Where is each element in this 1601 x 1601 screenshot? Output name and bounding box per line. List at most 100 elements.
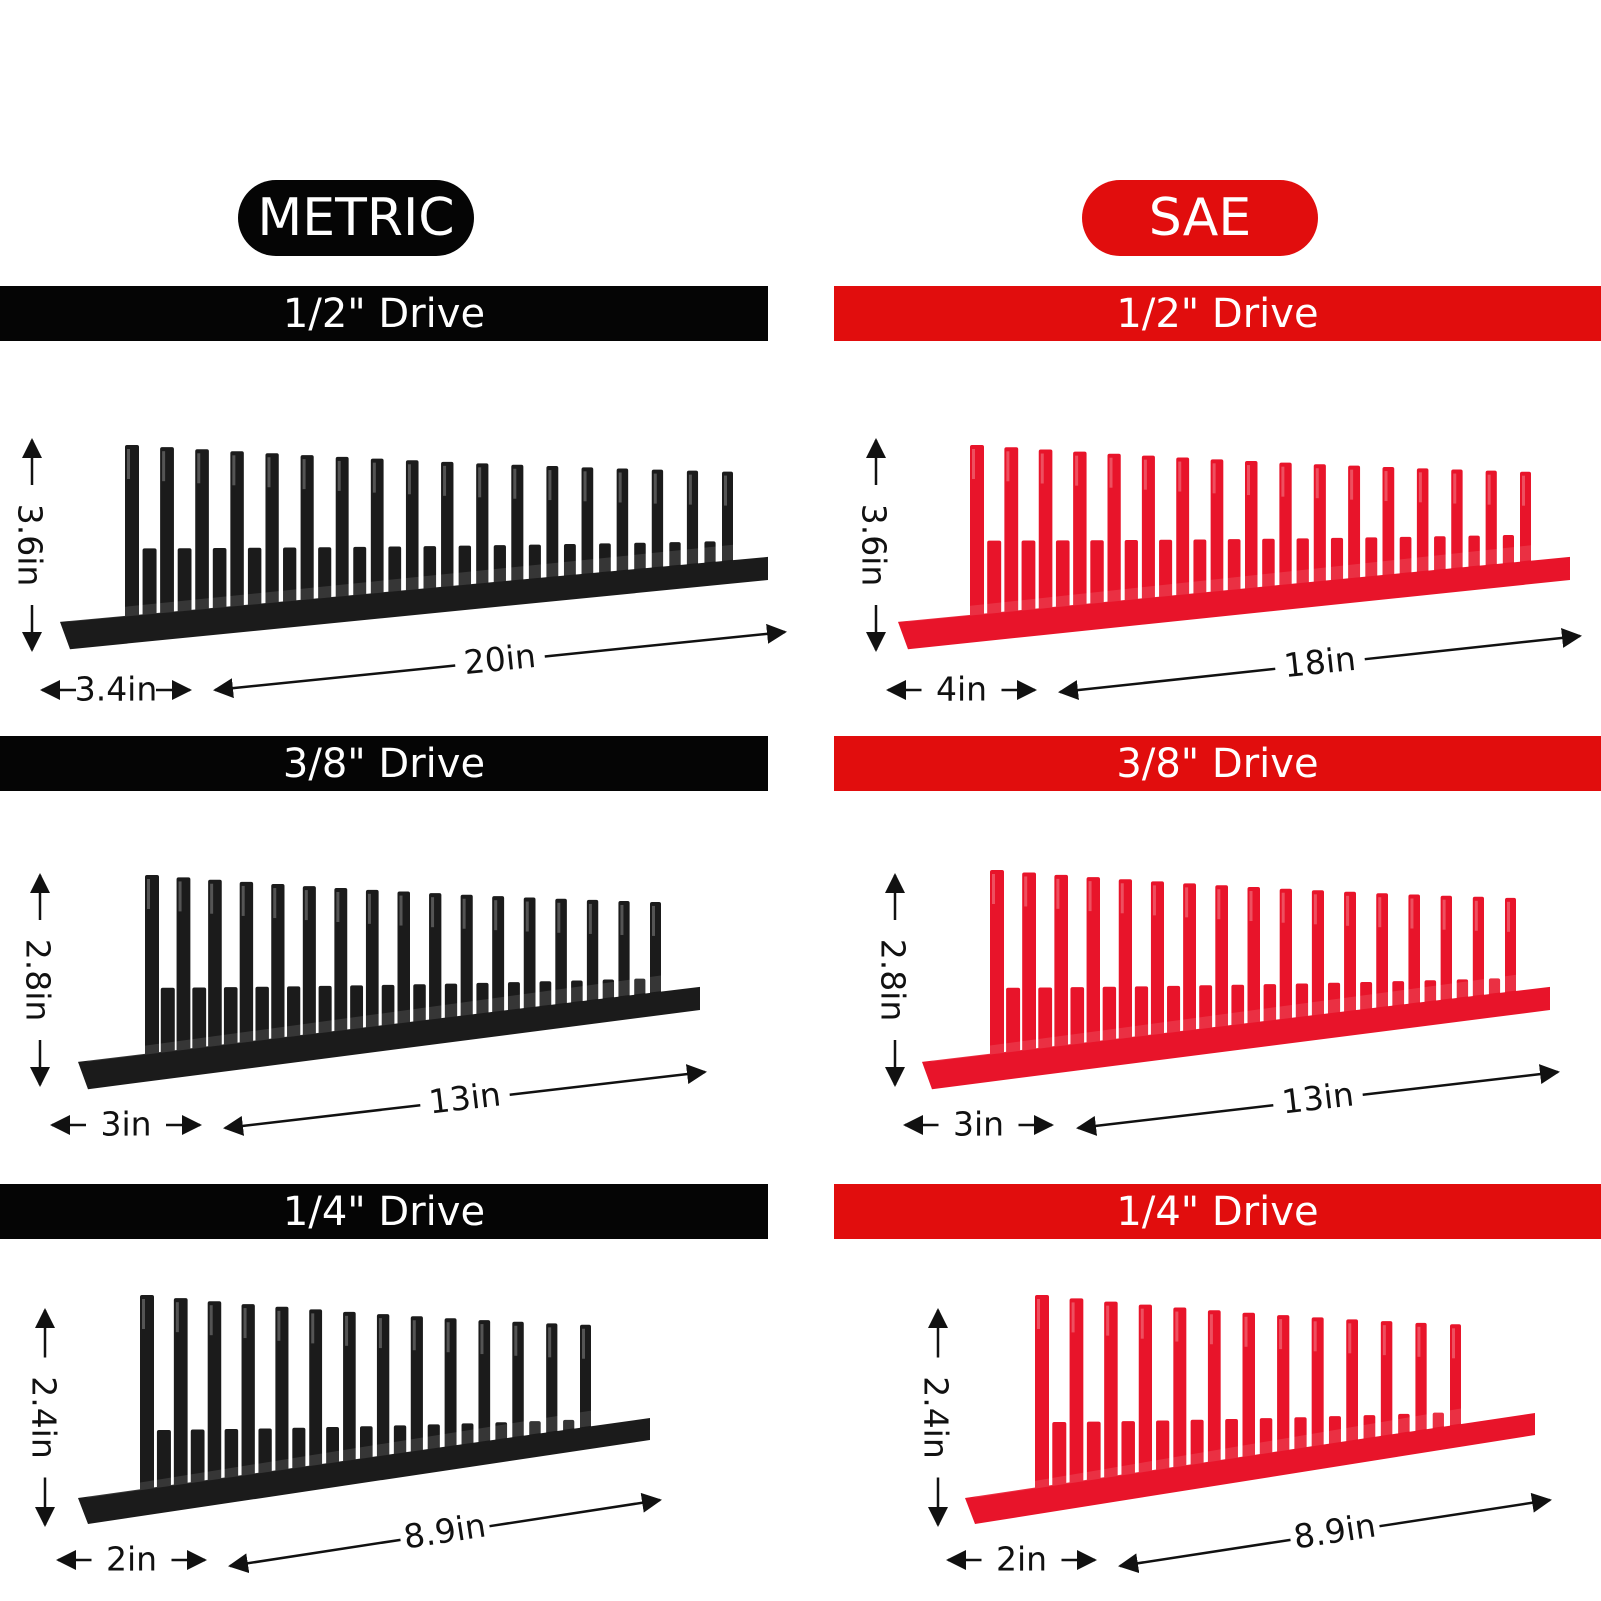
rack-peg: [176, 877, 191, 1066]
rack-peg: [1022, 872, 1036, 1066]
rack-peg: [142, 548, 157, 634]
metric-section-title: 3/8" Drive: [282, 740, 486, 787]
width-dimension-label: 4in: [936, 670, 987, 709]
length-dimension-label: 13in: [1280, 1074, 1356, 1121]
rack-peg: [970, 445, 984, 631]
rack-peg: [1279, 888, 1292, 1035]
sae-dimensions: 2.8in 3in 13in: [874, 873, 1560, 1144]
rack-peg: [492, 896, 505, 1028]
width-dimension-label: 3in: [100, 1105, 151, 1144]
rack-peg: [1277, 1315, 1290, 1466]
rack-peg: [512, 1321, 524, 1452]
sae-section-bar-three-eighths: 3/8" Drive: [834, 736, 1601, 791]
rack-peg: [1382, 467, 1395, 591]
rack-peg: [140, 1295, 154, 1504]
rack-peg: [546, 466, 559, 593]
sae-dimensions: 3.6in 4in 18in: [855, 438, 1582, 709]
sae-section-bar-half: 1/2" Drive: [834, 286, 1601, 341]
rack-peg: [523, 897, 536, 1024]
rack-peg: [1348, 465, 1361, 594]
rack-peg: [1242, 1312, 1255, 1471]
rack-peg: [1138, 1304, 1152, 1487]
sae-section-bar-quarter: 1/4" Drive: [834, 1184, 1601, 1239]
metric-section-bar-quarter: 1/4" Drive: [0, 1184, 768, 1239]
rack-peg: [1311, 890, 1324, 1031]
rack-peg: [478, 1320, 491, 1456]
rack-peg: [990, 870, 1004, 1069]
rack-peg: [376, 1314, 390, 1471]
rack-peg: [1069, 1298, 1084, 1497]
rack-peg: [555, 898, 567, 1020]
sae-socket-rack: [922, 870, 1550, 1090]
rack-peg: [1054, 874, 1068, 1062]
rack-peg: [1415, 1322, 1427, 1445]
sae-socket-rack: [898, 445, 1570, 650]
rack-peg: [334, 887, 348, 1047]
rack-peg: [405, 460, 419, 606]
rack-peg: [265, 453, 279, 619]
rack-peg: [444, 1318, 457, 1461]
height-dimension-label: 3.6in: [11, 504, 50, 587]
metric-section-title: 1/2" Drive: [282, 290, 486, 337]
rack-peg: [1505, 897, 1516, 1008]
rack-base: [60, 556, 768, 650]
rack-peg: [239, 881, 254, 1058]
rack-peg: [1207, 1310, 1221, 1476]
rack-peg: [1004, 447, 1019, 627]
rack-peg: [1104, 1301, 1118, 1492]
rack-peg: [1450, 1324, 1461, 1440]
rack-peg: [511, 464, 524, 596]
rack-peg: [1408, 894, 1420, 1019]
rack-peg: [546, 1323, 558, 1447]
metric-section-bar-three-eighths: 3/8" Drive: [0, 736, 768, 791]
rack-peg: [271, 884, 285, 1054]
length-dimension-label: 8.9in: [1291, 1505, 1379, 1556]
width-dimension-label: 3.4in: [75, 670, 158, 709]
rack-peg: [441, 461, 454, 603]
rack-peg: [1021, 540, 1036, 630]
rack-peg: [177, 548, 192, 631]
rack-peg: [722, 471, 733, 577]
rack-base: [922, 986, 1550, 1090]
rack-peg: [1440, 895, 1452, 1016]
height-dimension-label: 2.4in: [25, 1376, 64, 1459]
rack-peg: [1344, 891, 1356, 1027]
rack-peg: [1055, 540, 1070, 626]
length-dimension-label: 18in: [1282, 639, 1358, 685]
metric-label: METRIC: [238, 180, 474, 256]
rack-peg: [410, 1316, 423, 1466]
rack-peg: [460, 894, 473, 1031]
rack-peg: [160, 987, 175, 1072]
rack-peg: [241, 1304, 255, 1490]
metric-label-text: METRIC: [257, 188, 455, 248]
width-dimension-label: 2in: [996, 1540, 1047, 1579]
sae-label-text: SAE: [1148, 188, 1252, 248]
rack-peg: [1210, 459, 1224, 607]
rack-peg: [195, 449, 209, 625]
rack-peg: [173, 1298, 188, 1499]
rack-peg: [1380, 1321, 1393, 1450]
rack-base: [965, 1413, 1535, 1524]
height-dimension-label: 2.8in: [874, 939, 913, 1022]
rack-peg: [370, 458, 384, 609]
rack-peg: [1416, 468, 1429, 587]
rack-peg: [581, 467, 594, 590]
rack-peg: [302, 886, 316, 1050]
headline-text: Different Colors To Distinguish SAE from…: [83, 47, 1495, 119]
rack-peg: [207, 1301, 222, 1494]
sae-section-title: 1/2" Drive: [1116, 290, 1319, 337]
rack-peg: [1472, 896, 1484, 1012]
length-dimension-label: 8.9in: [401, 1505, 489, 1556]
rack-peg: [1006, 987, 1021, 1071]
rack-peg: [1176, 457, 1190, 611]
rack-peg: [1035, 1295, 1049, 1502]
rack-peg: [586, 899, 599, 1016]
rack-peg: [1090, 540, 1104, 623]
rack-peg: [365, 889, 379, 1043]
length-dimension-label: 13in: [427, 1074, 503, 1121]
rack-peg: [650, 901, 661, 1009]
rack-peg: [580, 1324, 591, 1442]
rack-peg: [651, 469, 664, 583]
rack-peg: [1451, 469, 1463, 584]
